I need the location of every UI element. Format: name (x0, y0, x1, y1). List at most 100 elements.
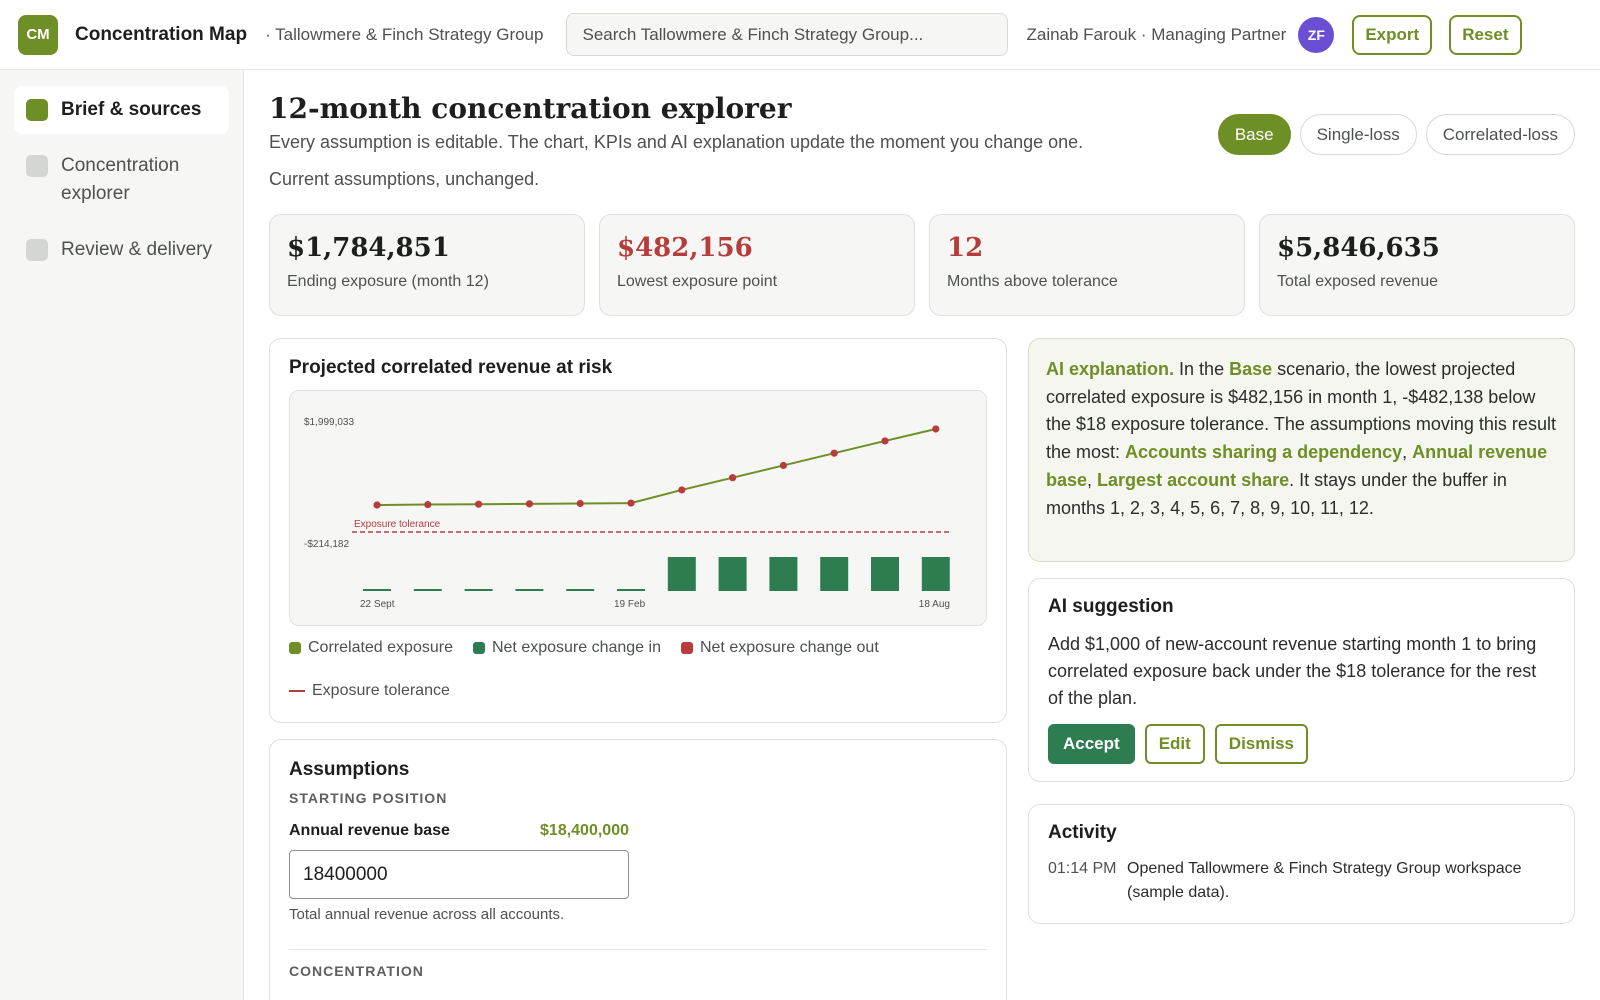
data-point (525, 500, 533, 508)
ai-driver-link[interactable]: Largest account share (1097, 469, 1290, 490)
annual-revenue-base-input[interactable] (289, 850, 629, 899)
sidebar-item-label: Brief & sources (61, 99, 202, 120)
data-point (627, 499, 635, 507)
ai-text: In the (1179, 359, 1225, 379)
page-title: 12-month concentration explorer (269, 92, 792, 125)
legend-item-change-out: Net exposure change out (680, 637, 879, 659)
section-divider (289, 949, 987, 950)
scenario-single-loss[interactable]: Single-loss (1299, 114, 1417, 155)
kpi-value: 12 (947, 233, 984, 263)
sidebar-item-review-delivery[interactable]: Review & delivery (14, 226, 229, 274)
ai-explanation-card: AI explanation. In the Base scenario, th… (1028, 338, 1575, 562)
search-bar[interactable] (566, 13, 1009, 56)
kpi-value: $1,784,851 (287, 233, 450, 263)
bar (617, 589, 645, 591)
accept-button[interactable]: Accept (1048, 724, 1135, 764)
field-display-value: $18,400,000 (540, 822, 629, 839)
activity-text: Opened Tallowmere & Finch Strategy Group… (1127, 860, 1522, 901)
kpi-value: $482,156 (617, 233, 753, 263)
ai-driver-link[interactable]: Accounts sharing a dependency (1125, 442, 1403, 463)
dismiss-button[interactable]: Dismiss (1214, 724, 1308, 764)
data-point (576, 499, 584, 508)
exposure-chart: $1,999,033 -$214,182 Exposure tolerance 22 … (304, 417, 950, 610)
legend-item-correlated: Correlated exposure (289, 637, 453, 659)
field-header: Annual revenue base $18,400,000 (289, 822, 629, 840)
x-tick-label: 22 Sept (360, 599, 395, 610)
x-tick-label: 18 Aug (919, 599, 950, 610)
ai-suggestion-card: AI suggestion Add $1,000 of new-account … (1028, 578, 1575, 782)
kpi-label: Lowest exposure point (617, 273, 778, 290)
page-subtitle: Every assumption is editable. The chart,… (269, 132, 1084, 152)
step-status-icon (26, 155, 48, 177)
kpi-card-total-exposed-revenue: $5,846,635 Total exposed revenue (1259, 214, 1575, 316)
data-point (881, 437, 889, 445)
legend-swatch (289, 690, 305, 692)
data-point (678, 486, 686, 494)
org-name: · Tallowmere & Finch Strategy Group (265, 24, 544, 44)
bar (871, 557, 899, 591)
legend-swatch (472, 642, 485, 654)
legend-label: Correlated exposure (308, 639, 453, 656)
legend-item-tolerance: Exposure tolerance (289, 680, 450, 702)
sidebar: Brief & sources Concentration explorer R… (0, 70, 244, 1000)
reset-button[interactable]: Reset (1449, 14, 1522, 55)
kpi-label: Total exposed revenue (1277, 273, 1438, 290)
search-input[interactable] (582, 24, 993, 45)
field-help: Total annual revenue across all accounts… (289, 906, 565, 923)
sidebar-item-label: Review & delivery (61, 239, 212, 260)
ai-scenario-name: Base (1229, 359, 1273, 379)
kpi-label: Months above tolerance (947, 273, 1118, 290)
legend-label: Exposure tolerance (312, 682, 450, 699)
sidebar-item-brief-sources[interactable]: Brief & sources (14, 86, 229, 134)
bar (464, 589, 493, 591)
data-point (373, 501, 381, 509)
data-point (424, 500, 432, 509)
app-logo[interactable]: CM (18, 14, 58, 55)
user-name: Zainab Farouk · Managing Partner (1026, 24, 1287, 44)
activity-title: Activity (1048, 822, 1117, 843)
bar (921, 557, 950, 591)
step-status-icon (26, 99, 48, 121)
kpi-card-months-above-tolerance: 12 Months above tolerance (929, 214, 1245, 316)
step-status-icon (26, 239, 48, 261)
activity-item: 01:14 PM Opened Tallowmere & Finch Strat… (1048, 857, 1555, 905)
sidebar-item-label: Concentration explorer (61, 155, 180, 204)
x-tick-label: 19 Feb (614, 599, 646, 610)
legend-label: Net exposure change out (699, 639, 879, 656)
avatar[interactable]: ZF (1298, 16, 1335, 53)
scenario-base[interactable]: Base (1217, 114, 1291, 155)
chart-area: $1,999,033 -$214,182 Exposure tolerance 22 … (289, 390, 987, 626)
edit-button[interactable]: Edit (1144, 724, 1205, 764)
ai-explanation-label: AI explanation. (1046, 359, 1175, 379)
kpi-card-ending-exposure: $1,784,851 Ending exposure (month 12) (269, 214, 585, 316)
assumptions-status: Current assumptions, unchanged. (269, 169, 540, 189)
app-name: Concentration Map (75, 23, 248, 45)
section-label-concentration: CONCENTRATION (289, 963, 424, 979)
data-point (475, 500, 483, 508)
y-tick-label: $1,999,033 (304, 417, 354, 428)
kpi-card-lowest-exposure: $482,156 Lowest exposure point (599, 214, 915, 316)
legend-item-change-in: Net exposure change in (472, 637, 661, 659)
section-label-starting-position: STARTING POSITION (289, 790, 448, 806)
assumptions-card: Assumptions STARTING POSITION Annual rev… (269, 739, 1007, 1000)
chart-card: Projected correlated revenue at risk $1,… (269, 338, 1007, 723)
chart-legend: Correlated exposure Net exposure change … (289, 637, 987, 723)
kpi-row: $1,784,851 Ending exposure (month 12) $4… (269, 214, 1575, 316)
scenario-correlated-loss[interactable]: Correlated-loss (1425, 114, 1575, 155)
field-label: Annual revenue base (289, 822, 450, 839)
legend-swatch (289, 642, 301, 654)
ai-text: scenario, the lowest projected correlate… (1046, 359, 1556, 463)
bar (413, 589, 442, 591)
export-button[interactable]: Export (1352, 14, 1433, 55)
activity-card: Activity 01:14 PM Opened Tallowmere & Fi… (1028, 804, 1575, 924)
line-series (376, 428, 937, 506)
sidebar-item-concentration-explorer[interactable]: Concentration explorer (14, 142, 229, 218)
ai-driver-link[interactable]: Annual revenue base (1046, 442, 1548, 490)
suggestion-text: Add $1,000 of new-account revenue starti… (1048, 634, 1537, 708)
data-point (779, 461, 787, 470)
data-point (932, 425, 940, 433)
bar (769, 557, 798, 591)
data-point (729, 474, 737, 482)
scenario-switcher: Base Single-loss Correlated-loss (1217, 114, 1575, 155)
legend-label: Net exposure change in (491, 639, 661, 656)
